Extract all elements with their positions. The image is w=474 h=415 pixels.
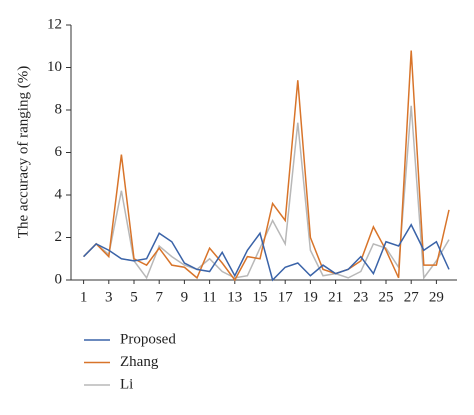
y-tick-label: 4	[55, 186, 63, 202]
x-tick-label: 13	[227, 289, 242, 305]
x-tick-label: 9	[181, 289, 189, 305]
x-tick-label: 17	[278, 289, 294, 305]
x-tick-label: 11	[202, 289, 216, 305]
y-tick-label: 2	[55, 229, 63, 245]
x-tick-label: 23	[353, 289, 368, 305]
x-tick-label: 19	[303, 289, 318, 305]
series-line	[83, 105, 450, 280]
y-tick-label: 8	[55, 101, 63, 117]
x-tick-label: 5	[130, 289, 138, 305]
x-tick-label: 29	[429, 289, 444, 305]
y-tick-label: 12	[47, 16, 62, 32]
y-tick-label: 6	[55, 144, 63, 160]
x-tick-label: 7	[155, 289, 163, 305]
x-tick-label: 27	[404, 289, 420, 305]
y-tick-label: 10	[47, 59, 62, 75]
legend-label: Li	[120, 376, 133, 392]
x-tick-label: 25	[379, 289, 394, 305]
legend-label: Zhang	[120, 354, 159, 370]
series-line	[83, 223, 450, 282]
series-line	[83, 50, 450, 282]
x-tick-label: 3	[105, 289, 113, 305]
x-tick-label: 1	[80, 289, 88, 305]
y-tick-label: 0	[55, 271, 63, 287]
y-axis-label: The accuracy of ranging (%)	[15, 66, 31, 238]
x-tick-label: 21	[328, 289, 343, 305]
legend-label: Proposed	[120, 331, 176, 347]
x-tick-label: 15	[253, 289, 268, 305]
